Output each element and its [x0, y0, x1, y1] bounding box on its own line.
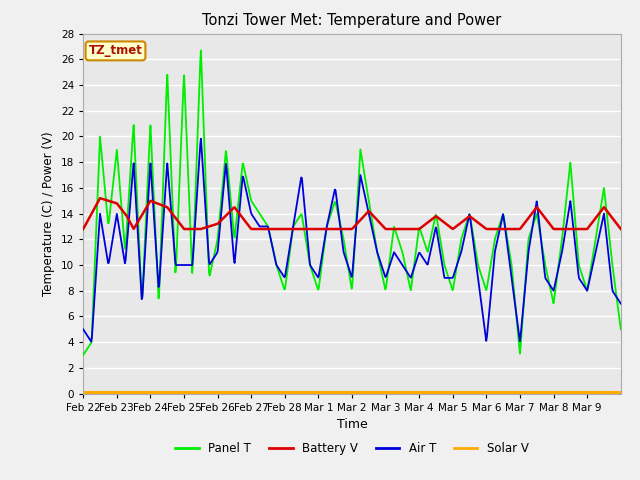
Text: TZ_tmet: TZ_tmet	[88, 44, 143, 58]
X-axis label: Time: Time	[337, 418, 367, 431]
Legend: Panel T, Battery V, Air T, Solar V: Panel T, Battery V, Air T, Solar V	[171, 437, 533, 460]
Y-axis label: Temperature (C) / Power (V): Temperature (C) / Power (V)	[42, 132, 56, 296]
Title: Tonzi Tower Met: Temperature and Power: Tonzi Tower Met: Temperature and Power	[202, 13, 502, 28]
